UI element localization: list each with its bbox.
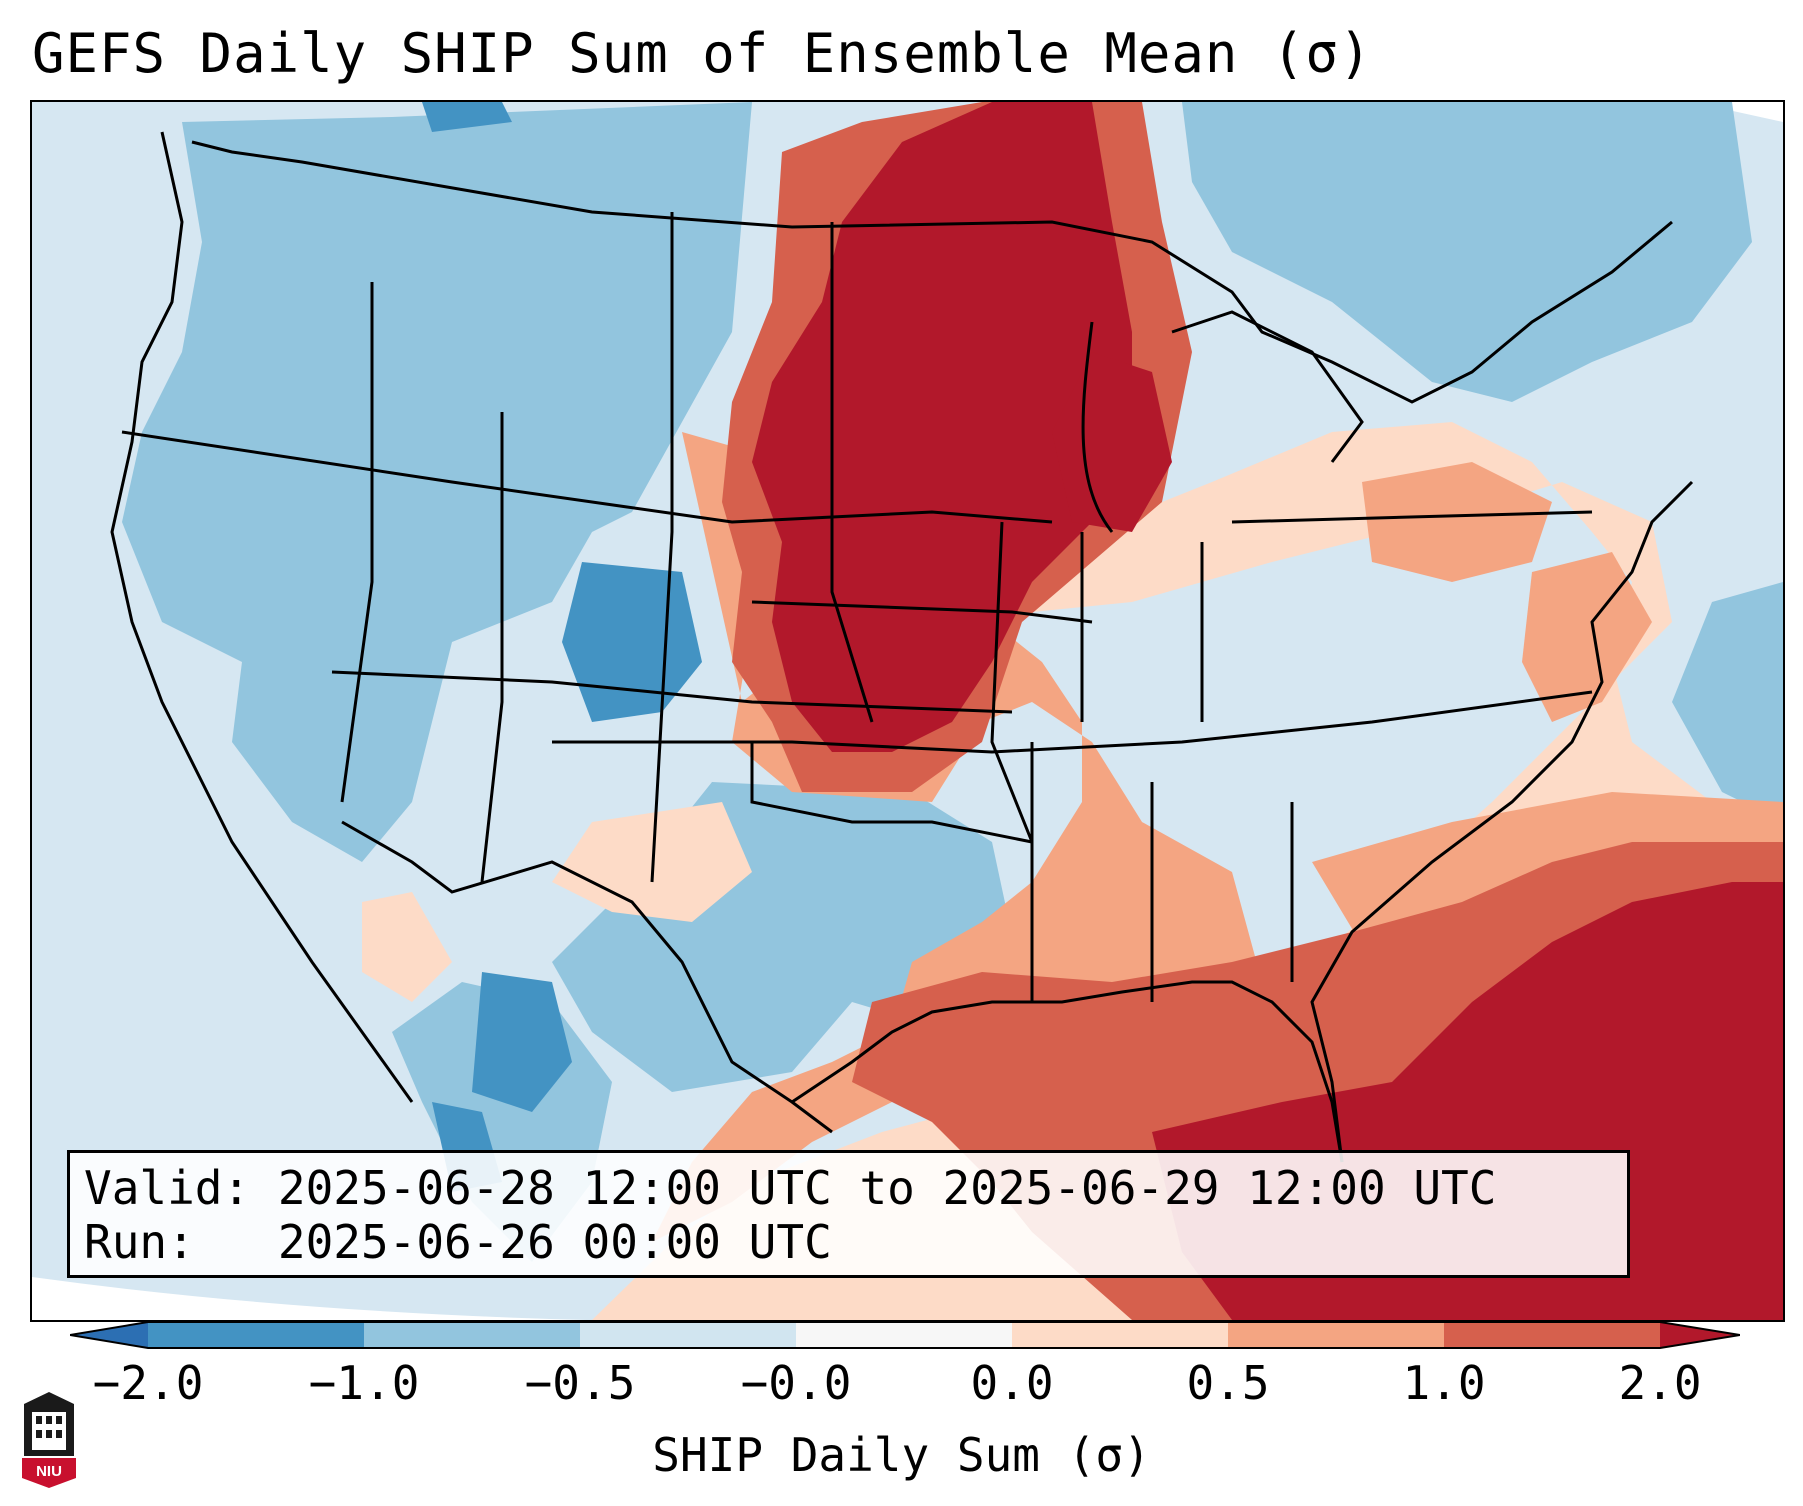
oklahoma-texas-line [750,742,1033,844]
pennsylvania-moderate-positive [1362,462,1552,582]
niu-logo-icon: NIU [22,1392,76,1488]
pacific-coast [110,131,414,1103]
utah-colorado-line [480,412,504,883]
colorbar-bin-3 [580,1322,796,1348]
colorbar-tick: −0.5 [524,1356,636,1410]
west-negative-region [122,102,752,862]
map-title: GEFS Daily SHIP Sum of Ensemble Mean (σ) [32,22,1373,85]
colorbar-bin-2 [364,1322,580,1348]
gulf-coast [791,980,1344,1163]
colorbar-bin-4 [796,1322,1012,1348]
ship-anomaly-map [32,102,1783,1320]
midatlantic-moderate-positive [1522,552,1652,722]
central-state-line [331,670,1013,714]
canada-strong-negative [422,102,512,132]
mexico-strong-negative [472,972,572,1112]
colorbar-extend-low [70,1322,148,1348]
colorbar-bin-7 [1444,1322,1660,1348]
colorado-kansas-line [650,212,674,883]
dakotas-minnesota-line [830,222,874,723]
boundary-lines [110,131,1694,1163]
atlantic-coast [1310,480,1694,1163]
svg-text:NIU: NIU [36,1463,62,1480]
out-of-domain-bottom [32,1277,932,1320]
colorbar-label: SHIP Daily Sum (σ) [652,1428,1151,1482]
pennsylvania-line [1231,510,1593,524]
colorbar-tick: 0.5 [1186,1356,1270,1410]
colorbar-tick: −2.0 [92,1356,204,1410]
valid-label: Valid: [84,1161,251,1215]
colorbar-tick: 0.0 [970,1356,1054,1410]
valid-run-infobox: Valid: 2025-06-28 12:00 UTC to 2025-06-2… [67,1150,1630,1278]
colorbar [70,1321,1740,1349]
valid-value: 2025-06-28 12:00 UTC to 2025-06-29 12:00… [277,1161,1497,1215]
northeast-negative-region [1182,102,1752,402]
colorbar-outline [70,1321,1740,1349]
run-label: Run: [84,1215,195,1269]
great-lakes-shore [1171,310,1364,463]
sonora-slight-positive [362,892,452,1002]
northern-state-line [121,430,1053,524]
colorbar-bin-1 [148,1322,364,1348]
midwest-extreme-positive [752,102,1132,752]
run-value: 2025-06-26 00:00 UTC [277,1215,832,1269]
colorbar-bin-5 [1012,1322,1228,1348]
map-panel [30,100,1785,1322]
us-canada-border [191,140,1673,404]
colorbar-tick: 2.0 [1618,1356,1702,1410]
nebraska-kansas-line [751,600,1093,624]
colorbar-tick: −0.0 [740,1356,852,1410]
us-mexico-border [341,820,833,1134]
mississippi-river-line [990,521,1034,843]
lake-michigan-shore [1081,321,1114,533]
colorbar-tick: 1.0 [1402,1356,1486,1410]
colorbar-bin-6 [1228,1322,1444,1348]
colorbar-extend-high [1660,1322,1740,1348]
idaho-utah-line [340,282,374,803]
wisconsin-extreme-positive [1052,352,1172,532]
atlantic-negative-region [1672,582,1783,822]
colorbar-tick: −1.0 [308,1356,420,1410]
